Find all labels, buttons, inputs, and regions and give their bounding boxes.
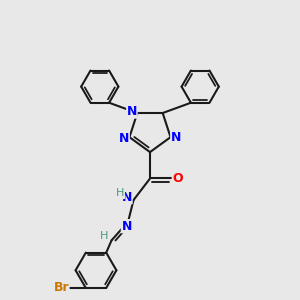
Text: Br: Br [53, 281, 69, 295]
Text: N: N [122, 220, 132, 233]
Text: N: N [122, 190, 132, 204]
Text: H: H [116, 188, 124, 199]
Text: N: N [119, 132, 129, 145]
Text: O: O [172, 172, 183, 185]
Text: N: N [127, 105, 137, 118]
Text: N: N [171, 131, 181, 144]
Text: H: H [100, 231, 108, 241]
